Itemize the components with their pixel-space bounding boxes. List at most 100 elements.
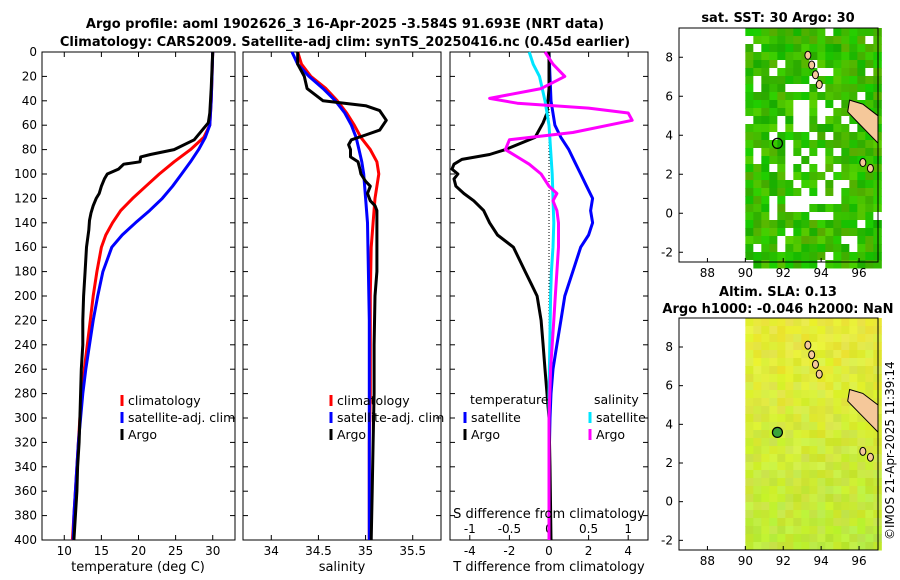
heatmap-cell — [785, 430, 794, 439]
heatmap-cell — [825, 326, 834, 335]
heatmap-cell — [849, 478, 858, 487]
heatmap-cell — [761, 164, 770, 173]
map-x-tick-label: 88 — [700, 266, 715, 280]
heatmap-cell — [809, 28, 818, 37]
heatmap-cell — [785, 116, 794, 125]
heatmap-cell — [841, 526, 850, 535]
heatmap-cell — [745, 494, 754, 503]
heatmap-cell — [777, 132, 786, 141]
heatmap-cell — [801, 68, 810, 77]
heatmap-cell — [769, 172, 778, 181]
heatmap-cell — [745, 350, 754, 359]
heatmap-cell — [849, 236, 858, 245]
series-line-satellite-adj-clim — [290, 51, 371, 540]
heatmap-cell — [809, 52, 818, 61]
heatmap-cell — [833, 462, 842, 471]
heatmap-cell — [833, 542, 842, 551]
heatmap-cell — [753, 414, 762, 423]
heatmap-cell — [809, 196, 818, 205]
heatmap-cell — [801, 196, 810, 205]
heatmap-cell — [753, 334, 762, 343]
heatmap-cell — [801, 438, 810, 447]
heatmap-cell — [761, 172, 770, 181]
heatmap-cell — [865, 326, 874, 335]
heatmap-cell — [761, 236, 770, 245]
heatmap-cell — [753, 28, 762, 37]
heatmap-cell — [785, 470, 794, 479]
heatmap-cell — [793, 180, 802, 189]
y-tick-label: 400 — [14, 533, 37, 547]
heatmap-cell — [833, 398, 842, 407]
heatmap-cell — [817, 100, 826, 109]
heatmap-cell — [849, 518, 858, 527]
heatmap-cell — [825, 430, 834, 439]
heatmap-cell — [745, 502, 754, 511]
heatmap-cell — [753, 510, 762, 519]
heatmap-cell — [801, 92, 810, 101]
legend-label: climatology — [337, 393, 410, 408]
heatmap-cell — [753, 374, 762, 383]
heatmap-cell — [857, 462, 866, 471]
heatmap-cell — [825, 44, 834, 53]
heatmap-cell — [801, 430, 810, 439]
heatmap-cell — [761, 478, 770, 487]
heatmap-cell — [801, 374, 810, 383]
y-tick-label: 100 — [14, 167, 37, 181]
heatmap-cell — [809, 462, 818, 471]
heatmap-cell — [769, 260, 778, 269]
heatmap-cell — [833, 334, 842, 343]
title-line-1: Argo profile: aoml 1902626_3 16-Apr-2025… — [86, 17, 604, 32]
heatmap-cell — [761, 84, 770, 93]
heatmap-cell — [753, 236, 762, 245]
heatmap-cell — [769, 188, 778, 197]
heatmap-cell — [753, 526, 762, 535]
heatmap-cell — [865, 36, 874, 45]
heatmap-cell — [825, 334, 834, 343]
heatmap-cell — [785, 180, 794, 189]
heatmap-cell — [801, 494, 810, 503]
map-frame — [678, 317, 879, 551]
heatmap-cell — [809, 236, 818, 245]
heatmap-cell — [809, 342, 818, 351]
heatmap-cell — [849, 132, 858, 141]
map-y-tick-label: 2 — [665, 167, 673, 181]
heatmap-cell — [849, 318, 858, 327]
heatmap-cell — [841, 244, 850, 253]
heatmap-cell — [825, 342, 834, 351]
y-tick-label: 180 — [14, 265, 37, 279]
heatmap-cell — [769, 478, 778, 487]
heatmap-cell — [841, 454, 850, 463]
heatmap-cell — [841, 518, 850, 527]
map-x-tick-label: 90 — [738, 266, 753, 280]
heatmap-cell — [841, 92, 850, 101]
heatmap-cell — [793, 36, 802, 45]
heatmap-cell — [793, 510, 802, 519]
heatmap-cell — [849, 510, 858, 519]
heatmap-cell — [745, 446, 754, 455]
heatmap-cell — [753, 212, 762, 221]
heatmap-cell — [745, 84, 754, 93]
heatmap-cell — [825, 438, 834, 447]
heatmap-cell — [801, 454, 810, 463]
land-sumatra — [847, 388, 879, 434]
heatmap-cell — [793, 228, 802, 237]
heatmap-cell — [801, 318, 810, 327]
heatmap-cell — [825, 60, 834, 69]
heatmap-cell — [841, 212, 850, 221]
heatmap-cell — [777, 220, 786, 229]
heatmap-cell — [785, 462, 794, 471]
heatmap-cell — [849, 76, 858, 85]
island — [808, 60, 816, 70]
heatmap-cell — [753, 172, 762, 181]
heatmap-cell — [753, 430, 762, 439]
heatmap-cell — [793, 220, 802, 229]
map-y-tick-label: 8 — [665, 50, 673, 64]
heatmap-cell — [753, 84, 762, 93]
heatmap-cell — [745, 36, 754, 45]
heatmap-cell — [745, 124, 754, 133]
heatmap-cell — [865, 212, 874, 221]
heatmap-cell — [857, 366, 866, 375]
heatmap-cell — [769, 140, 778, 149]
title-line-2: Climatology: CARS2009. Satellite-adj cli… — [60, 35, 630, 50]
